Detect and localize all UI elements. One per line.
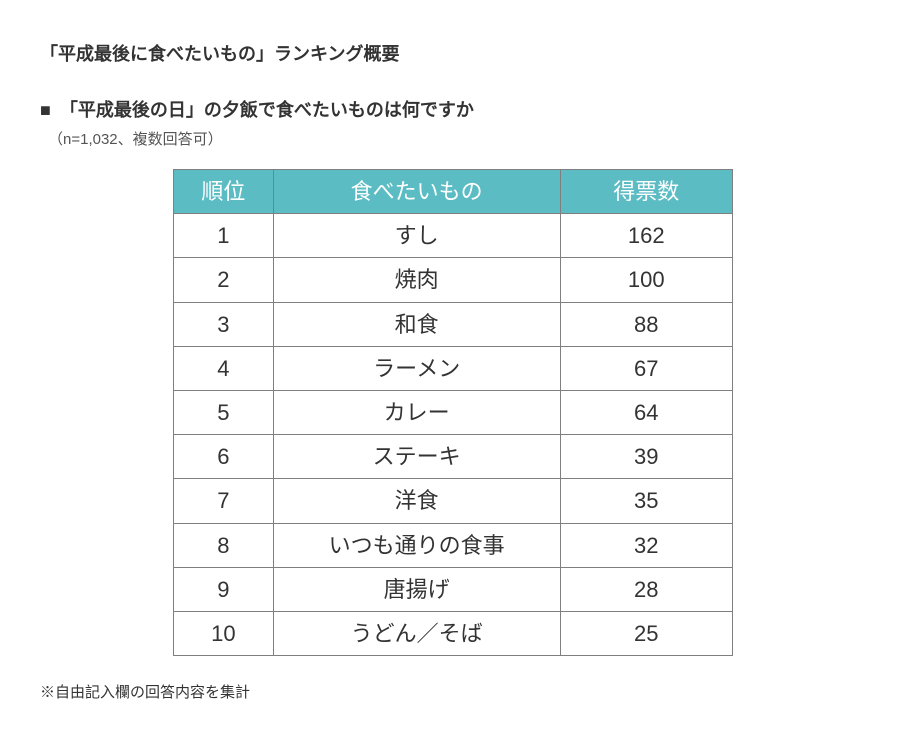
- table-row: 8いつも通りの食事32: [174, 523, 733, 567]
- cell-votes: 28: [560, 567, 732, 611]
- cell-rank: 3: [174, 302, 274, 346]
- cell-item: うどん／そば: [273, 611, 560, 655]
- cell-votes: 100: [560, 258, 732, 302]
- table-row: 4ラーメン67: [174, 346, 733, 390]
- table-container: 順位 食べたいもの 得票数 1すし1622焼肉1003和食884ラーメン675カ…: [40, 169, 866, 656]
- cell-rank: 8: [174, 523, 274, 567]
- cell-votes: 67: [560, 346, 732, 390]
- question-bullet: ■: [40, 100, 51, 121]
- question-text: 「平成最後の日」の夕飯で食べたいものは何ですか: [60, 100, 474, 120]
- cell-rank: 5: [174, 390, 274, 434]
- cell-votes: 64: [560, 390, 732, 434]
- table-row: 5カレー64: [174, 390, 733, 434]
- table-row: 3和食88: [174, 302, 733, 346]
- table-row: 6ステーキ39: [174, 435, 733, 479]
- cell-rank: 2: [174, 258, 274, 302]
- cell-item: いつも通りの食事: [273, 523, 560, 567]
- cell-rank: 10: [174, 611, 274, 655]
- table-row: 10うどん／そば25: [174, 611, 733, 655]
- cell-votes: 32: [560, 523, 732, 567]
- table-row: 2焼肉100: [174, 258, 733, 302]
- cell-rank: 1: [174, 214, 274, 258]
- cell-votes: 35: [560, 479, 732, 523]
- table-row: 1すし162: [174, 214, 733, 258]
- sample-note: （n=1,032、複数回答可）: [40, 128, 866, 149]
- cell-rank: 6: [174, 435, 274, 479]
- cell-votes: 39: [560, 435, 732, 479]
- cell-votes: 162: [560, 214, 732, 258]
- col-header-item: 食べたいもの: [273, 170, 560, 214]
- question-line: ■ 「平成最後の日」の夕飯で食べたいものは何ですか: [40, 96, 866, 122]
- col-header-rank: 順位: [174, 170, 274, 214]
- cell-item: カレー: [273, 390, 560, 434]
- table-header-row: 順位 食べたいもの 得票数: [174, 170, 733, 214]
- cell-item: 和食: [273, 302, 560, 346]
- cell-item: すし: [273, 214, 560, 258]
- footnote: ※自由記入欄の回答内容を集計: [40, 681, 866, 702]
- cell-rank: 4: [174, 346, 274, 390]
- table-row: 9唐揚げ28: [174, 567, 733, 611]
- cell-rank: 9: [174, 567, 274, 611]
- ranking-table: 順位 食べたいもの 得票数 1すし1622焼肉1003和食884ラーメン675カ…: [173, 169, 733, 656]
- cell-item: ラーメン: [273, 346, 560, 390]
- cell-rank: 7: [174, 479, 274, 523]
- table-row: 7洋食35: [174, 479, 733, 523]
- cell-item: ステーキ: [273, 435, 560, 479]
- cell-item: 洋食: [273, 479, 560, 523]
- cell-votes: 88: [560, 302, 732, 346]
- page-title: 「平成最後に食べたいもの」ランキング概要: [40, 40, 866, 66]
- cell-item: 唐揚げ: [273, 567, 560, 611]
- cell-item: 焼肉: [273, 258, 560, 302]
- col-header-votes: 得票数: [560, 170, 732, 214]
- cell-votes: 25: [560, 611, 732, 655]
